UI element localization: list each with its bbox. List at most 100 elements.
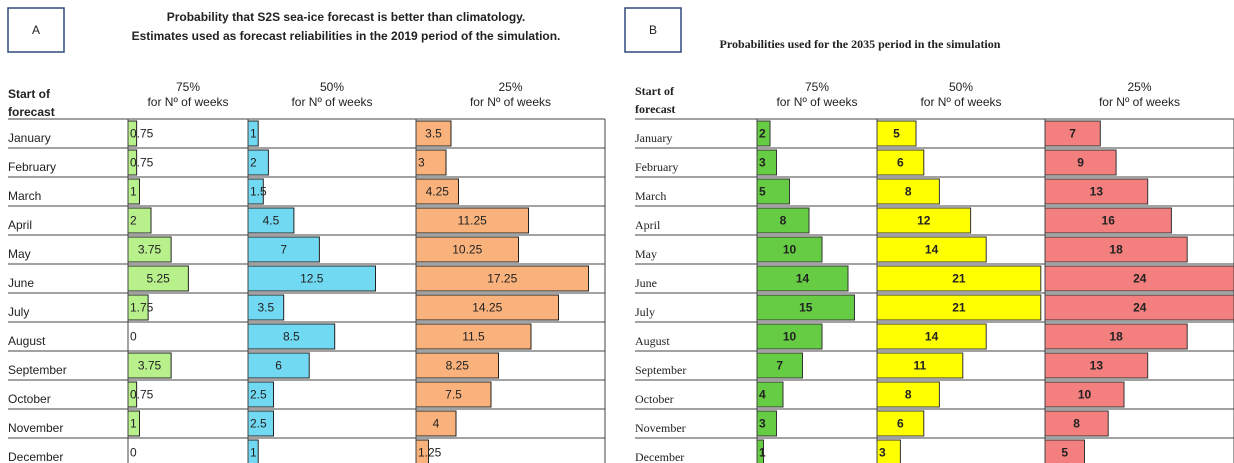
panel-label-box [7,7,65,53]
bar [247,207,295,234]
value-label: 6 [275,359,282,373]
value-label: 7 [776,359,783,373]
row-label: September [8,363,67,377]
bar [127,265,189,292]
row-label: October [8,392,51,406]
value-label: 14.25 [472,301,502,315]
value-label: 3 [759,417,766,431]
value-label: 1.5 [250,185,267,199]
value-label: 10 [783,243,797,257]
row-label: July [635,305,655,319]
column-header: 25% [1127,80,1151,94]
value-label: 8 [905,185,912,199]
value-label: 1 [250,446,257,460]
bar [876,381,940,408]
row-label: July [8,305,29,319]
value-label: 6 [897,156,904,170]
column-header: 75% [805,80,829,94]
row-label: August [8,334,46,348]
bar [127,236,172,263]
row-label: October [635,392,674,406]
row-label: January [635,131,672,145]
value-label: 4.25 [426,185,450,199]
column-unit: for Nº of weeks [920,95,1001,109]
value-label: 9 [1077,156,1084,170]
value-label: 18 [1109,243,1123,257]
value-label: 3.75 [138,243,162,257]
value-label: 10 [783,330,797,344]
chart-title: Probabilities used for the 2035 period i… [720,37,1001,51]
value-label: 21 [952,272,966,286]
value-label: 8 [905,388,912,402]
bar [1044,323,1188,350]
bar [415,381,492,408]
chart-title: Probability that S2S sea-ice forecast is… [167,10,526,24]
value-label: 2.5 [250,417,267,431]
value-label: 13 [1090,359,1104,373]
bar [247,236,320,263]
row-label: November [8,421,63,435]
value-label: 0.75 [130,156,154,170]
value-label: 8 [780,214,787,228]
bar [756,236,823,263]
panel-label: B [649,23,657,37]
bar [876,323,987,350]
bar [876,178,940,205]
value-label: 1 [250,127,257,141]
panel-label-box [624,7,682,53]
value-label: 11.5 [462,330,485,344]
row-label: March [635,189,666,203]
row-header: forecast [635,102,675,116]
bar [247,294,285,321]
row-label: December [8,450,63,463]
value-label: 0.75 [130,127,154,141]
value-label: 1.25 [418,446,442,460]
value-label: 8.25 [446,359,470,373]
bar [1044,149,1117,176]
value-label: 21 [952,301,966,315]
row-header: forecast [8,105,55,119]
value-label: 14 [925,330,939,344]
bar [247,410,274,437]
row-label: August [635,334,670,348]
value-label: 2.5 [250,388,267,402]
bar [415,352,499,379]
value-label: 7 [280,243,287,257]
value-label: 15 [799,301,813,315]
column-unit: for Nº of weeks [470,95,551,109]
value-label: 5 [759,185,766,199]
column-header: 75% [176,80,200,94]
value-label: 8.5 [283,330,300,344]
value-label: 5.25 [147,272,171,286]
bar [876,236,987,263]
row-label: April [635,218,661,232]
row-label: June [8,276,34,290]
value-label: 3 [759,156,766,170]
chart-title: Estimates used as forecast reliabilities… [132,29,561,43]
bar [1044,207,1172,234]
value-label: 1 [130,185,137,199]
value-label: 0 [130,330,137,344]
value-label: 3 [418,156,425,170]
value-label: 14 [925,243,939,257]
row-label: September [635,363,686,377]
bar [876,207,972,234]
bar [1044,410,1109,437]
value-label: 13 [1090,185,1104,199]
column-unit: for Nº of weeks [1099,95,1180,109]
value-label: 3 [879,446,886,460]
bar [756,352,803,379]
value-label: 11 [914,359,927,373]
value-label: 0.75 [130,388,154,402]
value-label: 3.5 [258,301,275,315]
row-label: April [8,218,32,232]
row-header: Start of [8,87,51,101]
value-label: 1 [130,417,137,431]
value-label: 24 [1133,301,1147,315]
value-label: 7.5 [445,388,462,402]
value-label: 4 [433,417,440,431]
bar [756,294,855,321]
bar [415,236,519,263]
row-label: June [635,276,657,290]
